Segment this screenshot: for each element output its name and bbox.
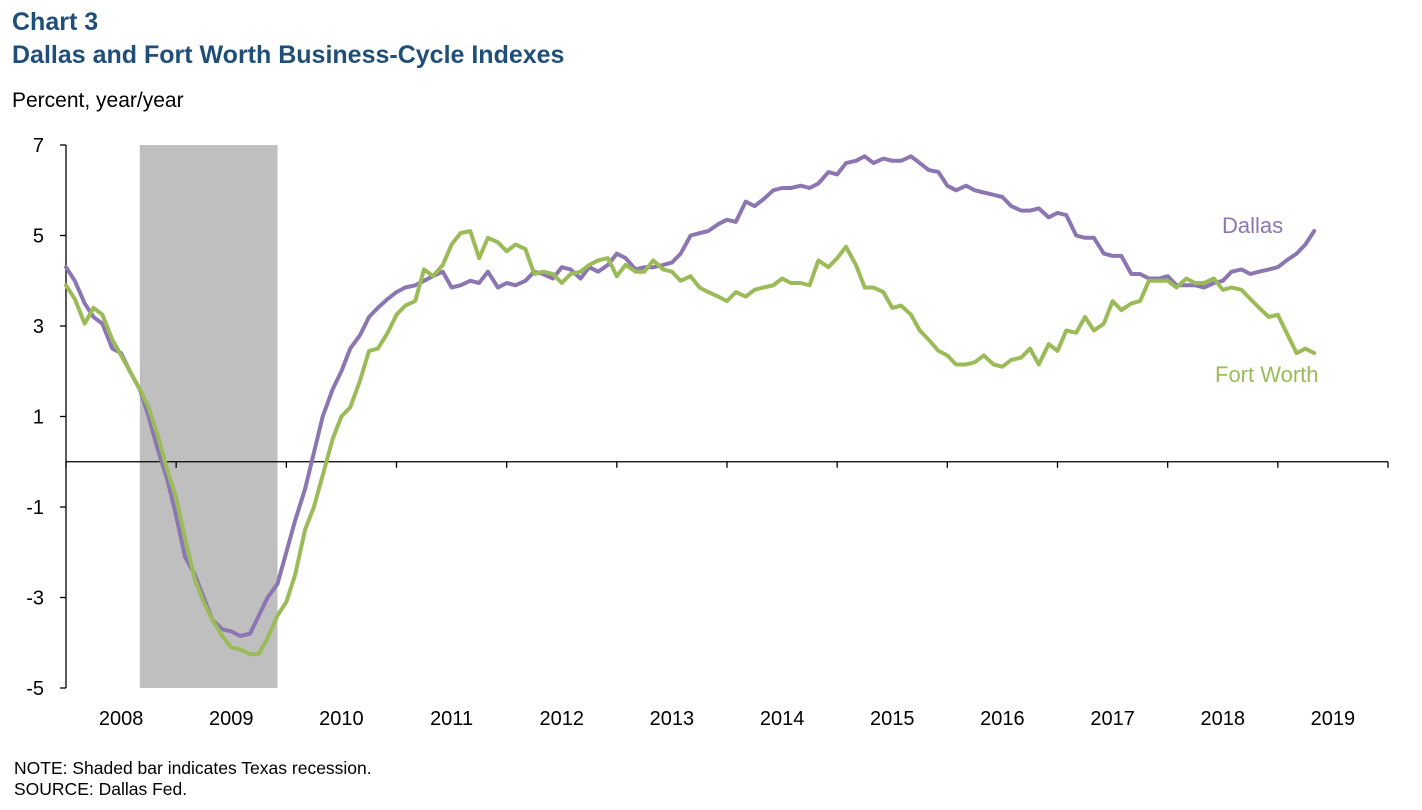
source-text: SOURCE: Dallas Fed.: [14, 779, 188, 799]
series-labels: Dallas Fort Worth: [1215, 213, 1319, 387]
series-lines: [64, 154, 1317, 657]
chart-number: Chart 3: [12, 8, 99, 36]
y-axis-unit-label: Percent, year/year: [12, 89, 184, 112]
x-tick-label: 2011: [430, 708, 473, 730]
y-tick-label: -3: [26, 588, 44, 610]
series-line-dallas: [64, 154, 1317, 638]
x-tick-label: 2014: [760, 708, 805, 730]
series-label-fort-worth: Fort Worth: [1215, 362, 1319, 387]
x-tick-label: 2013: [650, 708, 695, 730]
y-tick-label: 1: [33, 407, 44, 429]
recession-layer: [139, 145, 278, 688]
y-tick-label: 5: [33, 226, 44, 248]
note-text: NOTE: Shaded bar indicates Texas recessi…: [14, 758, 372, 778]
x-tick-label: 2015: [870, 708, 915, 730]
y-tick-label: 3: [33, 316, 44, 338]
x-tick-label: 2016: [980, 708, 1025, 730]
x-tick-label: 2012: [540, 708, 585, 730]
recession-shading: [139, 145, 278, 688]
y-tick-label: 7: [33, 135, 44, 157]
x-tick-label: 2010: [319, 708, 364, 730]
series-line-fort-worth: [64, 229, 1317, 657]
x-tick-label: 2018: [1201, 708, 1246, 730]
x-tick-label: 2009: [209, 708, 254, 730]
axes: 7 5 3 1 -1 -3 -5 2008 2009 2010 2011 2012 2013 2014 20…: [26, 135, 1389, 730]
x-tick-label: 2019: [1311, 708, 1356, 730]
footnote: NOTE: Shaded bar indicates Texas recessi…: [14, 758, 372, 800]
x-tick-label: 2017: [1090, 708, 1135, 730]
series-label-dallas: Dallas: [1222, 213, 1283, 238]
y-tick-label: -1: [26, 497, 44, 519]
x-tick-label: 2008: [99, 708, 144, 730]
chart-title: Dallas and Fort Worth Business-Cycle Ind…: [12, 41, 565, 69]
y-tick-label: -5: [26, 678, 44, 700]
